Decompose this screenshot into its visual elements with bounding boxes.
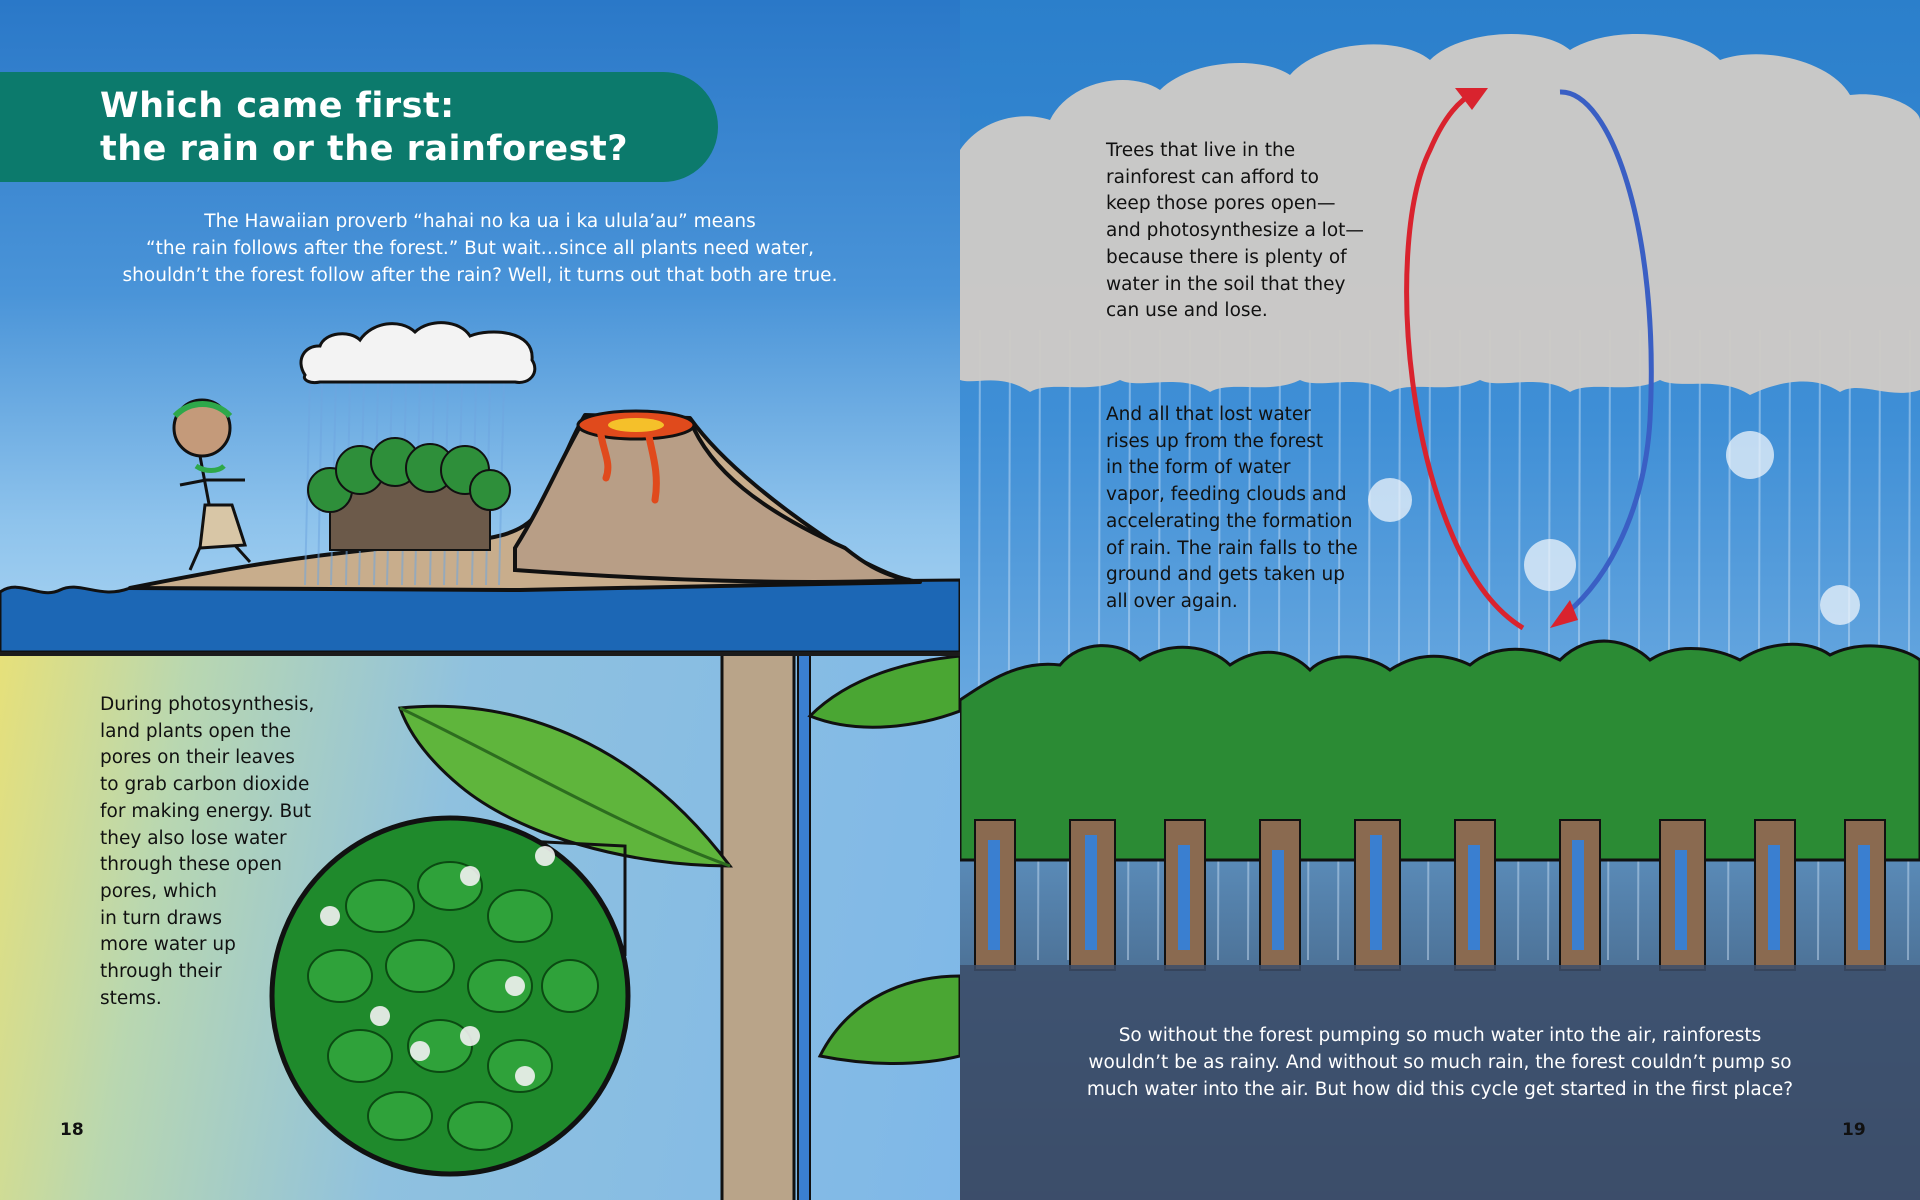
plant-stem	[720, 656, 796, 1200]
photosynthesis-line: more water up	[100, 934, 236, 956]
leaf-pores	[320, 846, 555, 1086]
stick-figure	[172, 398, 252, 571]
lava-flow	[596, 424, 660, 504]
vapor-line: vapor, feeding clouds and	[1106, 484, 1347, 506]
trees-line: Trees that live in the	[1106, 140, 1296, 161]
leaf-cells	[307, 861, 599, 1151]
title-banner: Which came first: the rain or the rainfo…	[0, 72, 718, 182]
photosynthesis-paragraph: During photosynthesis, land plants open …	[100, 692, 314, 1012]
rainforest-canopy	[960, 639, 1920, 862]
small-cloud	[299, 321, 537, 384]
leaf-closeup-panel: During photosynthesis, land plants open …	[0, 652, 960, 1200]
volcano	[513, 415, 911, 584]
closing-line: So without the forest pumping so much wa…	[1118, 1025, 1762, 1046]
intro-paragraph: The Hawaiian proverb “hahai no ka ua i k…	[40, 208, 920, 289]
page-number-left: 18	[60, 1120, 84, 1140]
vapor-line: And all that lost water	[1106, 404, 1311, 425]
photosynthesis-line: land plants open the	[100, 720, 291, 742]
trees-line: can use and lose.	[1106, 300, 1268, 322]
trees-line: because there is plenty of	[1106, 246, 1347, 268]
grass-skirt	[198, 503, 248, 550]
intro-line: shouldn’t the forest follow after the ra…	[122, 265, 838, 286]
water-channel	[797, 656, 811, 1200]
vapor-line: in the form of water	[1106, 457, 1291, 479]
page-number-right: 19	[1842, 1120, 1866, 1140]
blue-arrow-down	[1558, 89, 1654, 621]
red-arrow-up	[1404, 89, 1525, 631]
photosynthesis-line: During photosynthesis,	[100, 694, 315, 715]
leaf-illustration	[269, 656, 960, 1200]
red-arrowhead	[1455, 88, 1488, 110]
right-page: Trees that live in the rainforest can af…	[960, 0, 1920, 1200]
blue-arrowhead	[1550, 600, 1578, 628]
trees-line: keep those pores open—	[1106, 193, 1336, 215]
photosynthesis-line: they also lose water	[100, 827, 287, 849]
callout-line	[524, 839, 627, 956]
island-illustration	[0, 321, 960, 652]
photosynthesis-line: stems.	[100, 987, 162, 1009]
large-cloud	[960, 33, 1920, 396]
leaf-large	[397, 704, 734, 868]
title-line-1: Which came first:	[100, 86, 455, 126]
intro-line: The Hawaiian proverb “hahai no ka ua i k…	[204, 211, 756, 232]
island-scene-panel: Which came first: the rain or the rainfo…	[0, 0, 960, 652]
photosynthesis-line: through their	[100, 961, 222, 983]
photosynthesis-line: pores on their leaves	[100, 747, 295, 769]
photosynthesis-line: pores, which	[100, 880, 217, 902]
trees-paragraph: Trees that live in the rainforest can af…	[1106, 138, 1364, 325]
trees-line: water in the soil that they	[1106, 273, 1346, 295]
vapor-line: of rain. The rain falls to the	[1106, 537, 1358, 559]
vapor-line: rises up from the forest	[1106, 430, 1324, 452]
water-vapor-puffs	[1368, 431, 1860, 625]
left-page: Which came first: the rain or the rainfo…	[0, 0, 960, 1200]
vapor-line: all over again.	[1106, 590, 1238, 612]
closing-paragraph: So without the forest pumping so much wa…	[960, 1022, 1920, 1103]
trees-line: and photosynthesize a lot—	[1106, 220, 1364, 242]
photosynthesis-line: for making energy. But	[100, 800, 312, 822]
photosynthesis-line: through these open	[100, 854, 283, 876]
rainforest-illustration	[960, 33, 1920, 1200]
closing-line: much water into the air. But how did thi…	[1086, 1079, 1794, 1100]
photosynthesis-line: to grab carbon dioxide	[100, 774, 310, 796]
forest-floor	[960, 965, 1920, 1200]
vapor-paragraph: And all that lost water rises up from th…	[1106, 402, 1358, 616]
small-forest	[307, 437, 511, 551]
intro-line: “the rain follows after the forest.” But…	[146, 238, 814, 259]
vapor-line: ground and gets taken up	[1106, 564, 1346, 586]
leaf-top-right	[807, 656, 960, 729]
leaf-bottom-right	[817, 974, 960, 1065]
photosynthesis-line: in turn draws	[100, 907, 223, 929]
vapor-line: accelerating the formation	[1106, 510, 1353, 532]
trees-line: rainforest can afford to	[1106, 166, 1319, 188]
closing-line: wouldn’t be as rainy. And without so muc…	[1088, 1052, 1792, 1073]
title-line-2: the rain or the rainforest?	[100, 129, 629, 169]
trunk-water-channels	[988, 835, 1870, 950]
